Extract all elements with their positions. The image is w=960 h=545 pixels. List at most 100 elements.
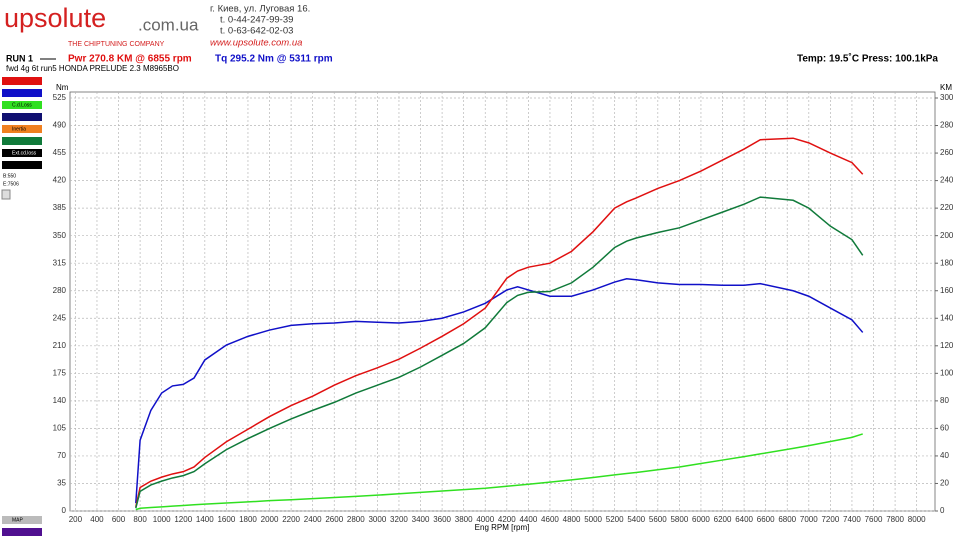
y-tick-label: 175: [53, 368, 67, 377]
x-tick-label: 2800: [347, 515, 365, 524]
x-tick-label: 5200: [606, 515, 624, 524]
x-tick-label: 200: [69, 515, 83, 524]
y2-tick-label: 300: [940, 93, 954, 102]
x-tick-label: 2200: [282, 515, 300, 524]
y2-tick-label: 20: [940, 479, 949, 488]
y-tick-label: 385: [53, 203, 67, 212]
y-tick-label: 525: [53, 93, 67, 102]
series-line: [135, 433, 863, 511]
begin: B:550: [3, 173, 16, 179]
x-tick-label: 4000: [476, 515, 494, 524]
swatch[interactable]: [2, 149, 42, 157]
x-tick-label: 1800: [239, 515, 257, 524]
y2-tick-label: 240: [940, 176, 954, 185]
y-tick-label: 420: [53, 176, 67, 185]
y-tick-label: 490: [53, 121, 67, 130]
map-swatch[interactable]: [2, 516, 42, 524]
x-tick-label: 800: [133, 515, 147, 524]
swatch[interactable]: [2, 113, 42, 121]
power-peak: Pwr 270.8 KM @ 6855 rpm: [68, 54, 192, 65]
x-tick-label: 6200: [714, 515, 732, 524]
x-tick-label: 7400: [843, 515, 861, 524]
x-tick-label: 5000: [584, 515, 602, 524]
torque-peak: Tq 295.2 Nm @ 5311 rpm: [215, 54, 333, 65]
y-axis-title: Nm: [56, 83, 69, 92]
x-tick-label: 5400: [627, 515, 645, 524]
x-tick-label: 6400: [735, 515, 753, 524]
y2-tick-label: 160: [940, 286, 954, 295]
x-tick-label: 5600: [649, 515, 667, 524]
y2-tick-label: 60: [940, 424, 949, 433]
conditions: Temp: 19.5˚C Press: 100.1kPa: [797, 53, 938, 65]
y2-axis-title: KM: [940, 83, 952, 92]
y-tick-label: 315: [53, 258, 67, 267]
y-tick-label: 70: [57, 451, 66, 460]
x-tick-label: 3000: [368, 515, 386, 524]
x-tick-label: 5800: [670, 515, 688, 524]
y2-tick-label: 100: [940, 368, 954, 377]
series-line: [135, 196, 864, 509]
y2-tick-label: 180: [940, 258, 954, 267]
run-label: RUN 1: [6, 53, 33, 63]
swatch[interactable]: [2, 528, 42, 536]
sidebar-label: C.d.Loss: [12, 102, 32, 108]
x-tick-label: 4200: [498, 515, 516, 524]
y-tick-label: 140: [53, 396, 67, 405]
y2-tick-label: 200: [940, 231, 954, 240]
y2-tick-label: 0: [940, 506, 945, 515]
swatch[interactable]: [2, 137, 42, 145]
x-tick-label: 4600: [541, 515, 559, 524]
y2-tick-label: 80: [940, 396, 949, 405]
x-tick-label: 6800: [778, 515, 796, 524]
sidebar-label: Ext.cd.loss: [12, 150, 37, 156]
swatch[interactable]: [2, 89, 42, 97]
y-tick-label: 105: [53, 424, 67, 433]
swatch[interactable]: [2, 125, 42, 133]
x-tick-label: 7600: [865, 515, 883, 524]
website: www.upsolute.com.ua: [210, 38, 302, 49]
x-tick-label: 1400: [196, 515, 214, 524]
x-tick-label: 1600: [217, 515, 235, 524]
x-tick-label: 7800: [886, 515, 904, 524]
swatch[interactable]: [2, 101, 42, 109]
x-tick-label: 600: [112, 515, 126, 524]
y2-tick-label: 220: [940, 203, 954, 212]
y-tick-label: 245: [53, 313, 67, 322]
x-axis-title: Eng RPM [rpm]: [475, 523, 530, 532]
address: г. Киев, ул. Луговая 16.: [210, 4, 310, 15]
map-label: MAP: [12, 517, 24, 523]
description: fwd 4g 6t run5 HONDA PRELUDE 2.3 M8965BO: [6, 64, 179, 73]
logo-domain: .com.ua: [138, 15, 199, 34]
x-tick-label: 2000: [261, 515, 279, 524]
x-tick-label: 3200: [390, 515, 408, 524]
x-tick-label: 3400: [412, 515, 430, 524]
y2-tick-label: 120: [940, 341, 954, 350]
swatch[interactable]: [2, 161, 42, 169]
x-tick-label: 3800: [455, 515, 473, 524]
x-tick-label: 3600: [433, 515, 451, 524]
phone: t. 0-44-247-99-39: [220, 15, 293, 26]
y2-tick-label: 40: [940, 451, 949, 460]
x-tick-label: 7000: [800, 515, 818, 524]
x-tick-label: 4800: [563, 515, 581, 524]
y2-tick-label: 280: [940, 121, 954, 130]
x-tick-label: 2400: [304, 515, 322, 524]
x-tick-label: 4400: [519, 515, 537, 524]
y-tick-label: 0: [62, 506, 67, 515]
y-tick-label: 455: [53, 148, 67, 157]
sidebar: C.d.Loss Inertia Ext.cd.loss B:550 E:750…: [1, 77, 42, 536]
x-tick-label: 2600: [325, 515, 343, 524]
x-tick-label: 1200: [174, 515, 192, 524]
logo-main: upsolute: [4, 3, 106, 33]
y-tick-label: 35: [57, 479, 66, 488]
y-tick-label: 280: [53, 286, 67, 295]
end: E:7506: [3, 181, 19, 187]
x-tick-label: 6600: [757, 515, 775, 524]
y2-tick-label: 140: [940, 313, 954, 322]
scroll-button[interactable]: [1, 189, 11, 200]
y-tick-label: 210: [53, 341, 67, 350]
swatch[interactable]: [2, 77, 42, 85]
x-tick-label: 8000: [908, 515, 926, 524]
